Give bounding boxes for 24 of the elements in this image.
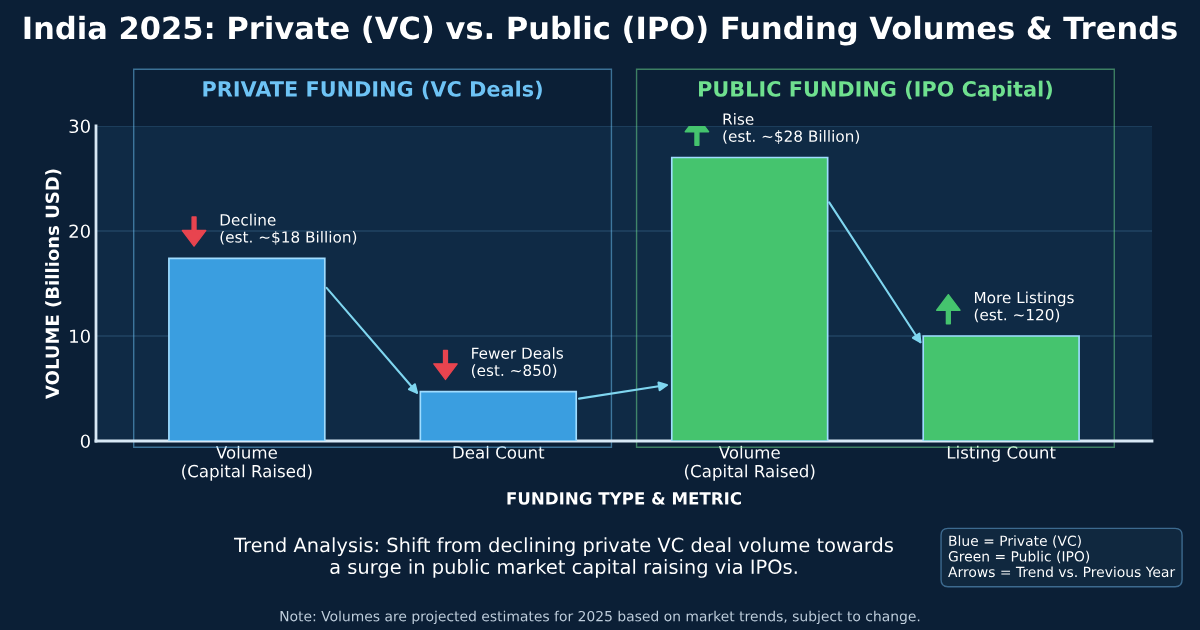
x-axis-title: FUNDING TYPE & METRIC [507,492,741,505]
bar [419,390,578,441]
text: Note: Volumes are projected estimates for 2025 based on market trends, subject to change. [280,610,920,625]
text: PUBLIC FUNDING (IPO Capital) [699,80,1052,101]
text: Blue = Private (VC) Green = Public (IPO) Arrows = Trend vs. Previous Year [948,535,1176,578]
y-tick-label: 20 [69,224,90,239]
chart-title: India 2025: Private (VC) vs. Public (IPO) Funding Volumes & Trends [24,15,1177,46]
bar [670,156,829,441]
annotation: More Listings (est. ~120) [974,291,1074,323]
y-tick-label: 0 [80,434,90,449]
x-tick-label: Volume (Capital Raised) [182,445,312,481]
bar [168,257,326,441]
x-tick-label: Listing Count [947,445,1056,462]
annotation: Decline (est. ~$18 Billion) [220,213,357,245]
x-tick-label: Deal Count [453,445,545,459]
text: PRIVATE FUNDING (VC Deals) [203,80,542,100]
y-tick-label: 10 [70,329,90,344]
annotation: Fewer Deals (est. ~850) [471,347,563,378]
bar [922,335,1080,441]
x-tick-label: Volume (Capital Raised) [684,445,815,481]
y-axis-title: VOLUME (Billions USD) [45,169,62,399]
text: Trend Analysis: Shift from declining private VC deal volume towards a surge in public market capital raising via IPOs. [234,537,893,578]
y-tick-label: 30 [69,119,90,134]
annotation: Rise (est. ~$28 Billion) [723,113,860,144]
